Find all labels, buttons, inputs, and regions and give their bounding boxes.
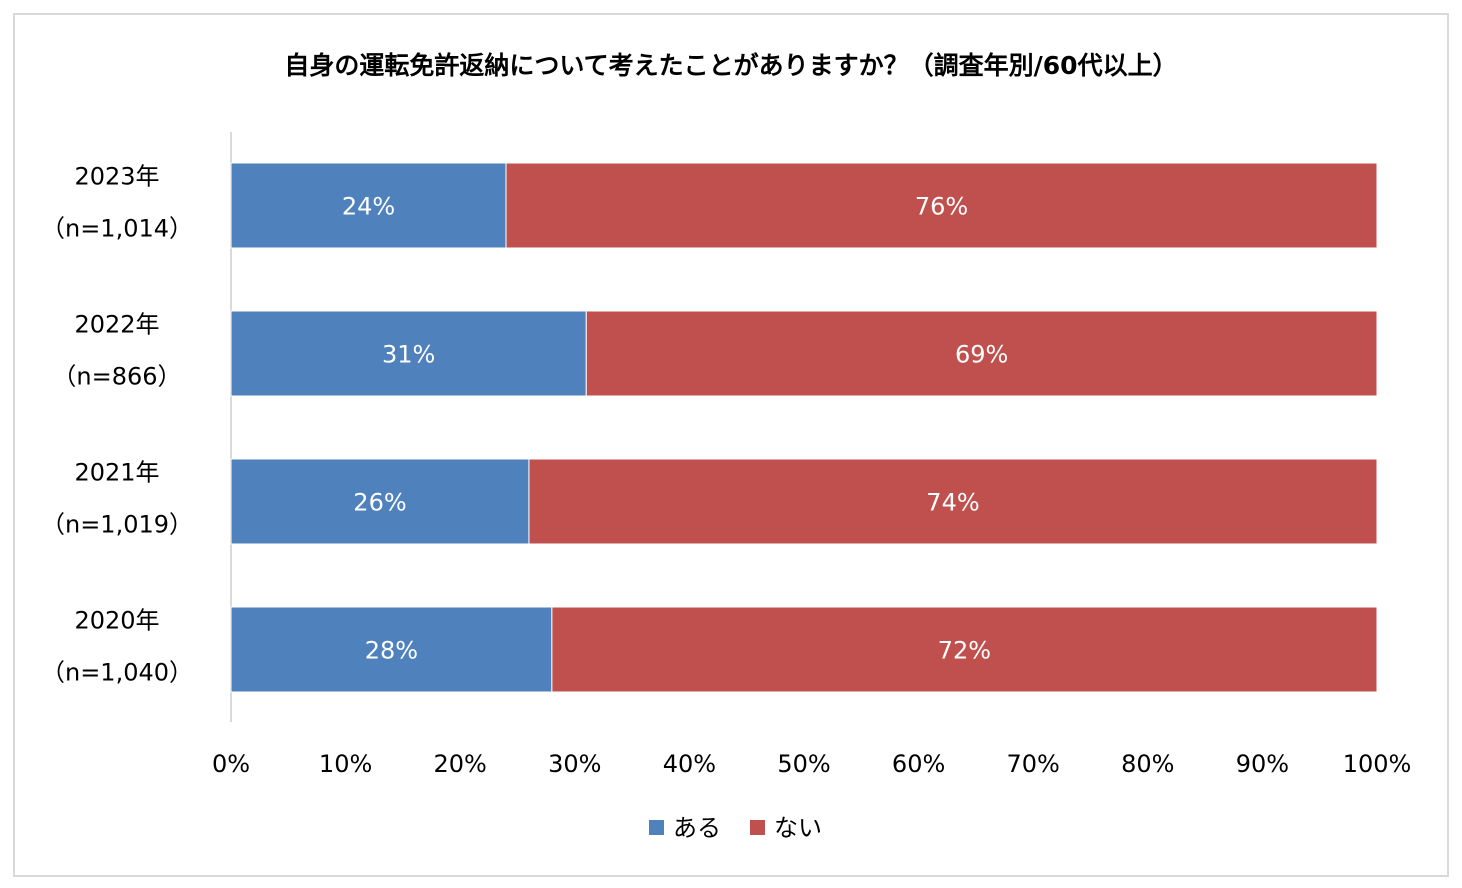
- bar-segment: [528, 458, 1378, 545]
- x-tick-label: 30%: [548, 750, 601, 778]
- legend: ある ない: [649, 814, 822, 842]
- x-tick-label: 80%: [1121, 750, 1174, 778]
- data-label: 24%: [342, 193, 395, 221]
- x-tick-label: 50%: [777, 750, 830, 778]
- category-labels: 2023年 （n=1,014） 2022年 （n=866） 2021年 （n=1,019）…: [41, 163, 193, 687]
- category-label-n: （n=1,040）: [41, 659, 193, 687]
- category-label-year: 2020年: [74, 607, 159, 635]
- bar-segment: [230, 458, 530, 545]
- x-tick-label: 10%: [319, 750, 372, 778]
- x-axis-ticks: 0% 10% 20% 30% 40% 50% 60% 70% 80% 90% 100%: [212, 750, 1411, 778]
- chart-frame: [13, 13, 1449, 877]
- x-tick-label: 60%: [892, 750, 945, 778]
- bar-group: 24% 76% 31% 69% 26% 74% 28% 72%: [230, 162, 1378, 693]
- data-label: 28%: [365, 637, 418, 665]
- data-label: 74%: [926, 489, 979, 517]
- bar-segment: [505, 162, 1378, 249]
- bar-segment: [585, 310, 1378, 397]
- x-tick-label: 70%: [1007, 750, 1060, 778]
- bar-segment: [230, 606, 553, 693]
- x-tick-label: 100%: [1343, 750, 1412, 778]
- legend-swatch: [750, 820, 765, 835]
- data-label: 31%: [382, 341, 435, 369]
- bar-segment: [230, 162, 507, 249]
- bar-segment: [551, 606, 1378, 693]
- x-tick-label: 0%: [212, 750, 250, 778]
- x-tick-label: 90%: [1236, 750, 1289, 778]
- category-label-year: 2023年: [74, 163, 159, 191]
- legend-label: ある: [673, 814, 721, 842]
- category-label-year: 2022年: [74, 311, 159, 339]
- chart-title: 自身の運転免許返納について考えたことがありますか？（調査年別/60代以上）: [284, 51, 1177, 80]
- data-label: 72%: [938, 637, 991, 665]
- category-label-n: （n=1,019）: [41, 511, 193, 539]
- data-label: 69%: [955, 341, 1008, 369]
- category-label-n: （n=1,014）: [41, 215, 193, 243]
- data-label: 26%: [353, 489, 406, 517]
- legend-label: ない: [774, 814, 822, 842]
- category-label-n: （n=866）: [52, 363, 181, 391]
- category-label-year: 2021年: [74, 459, 159, 487]
- legend-swatch: [649, 820, 664, 835]
- x-tick-label: 20%: [434, 750, 487, 778]
- x-tick-label: 40%: [663, 750, 716, 778]
- data-label: 76%: [915, 193, 968, 221]
